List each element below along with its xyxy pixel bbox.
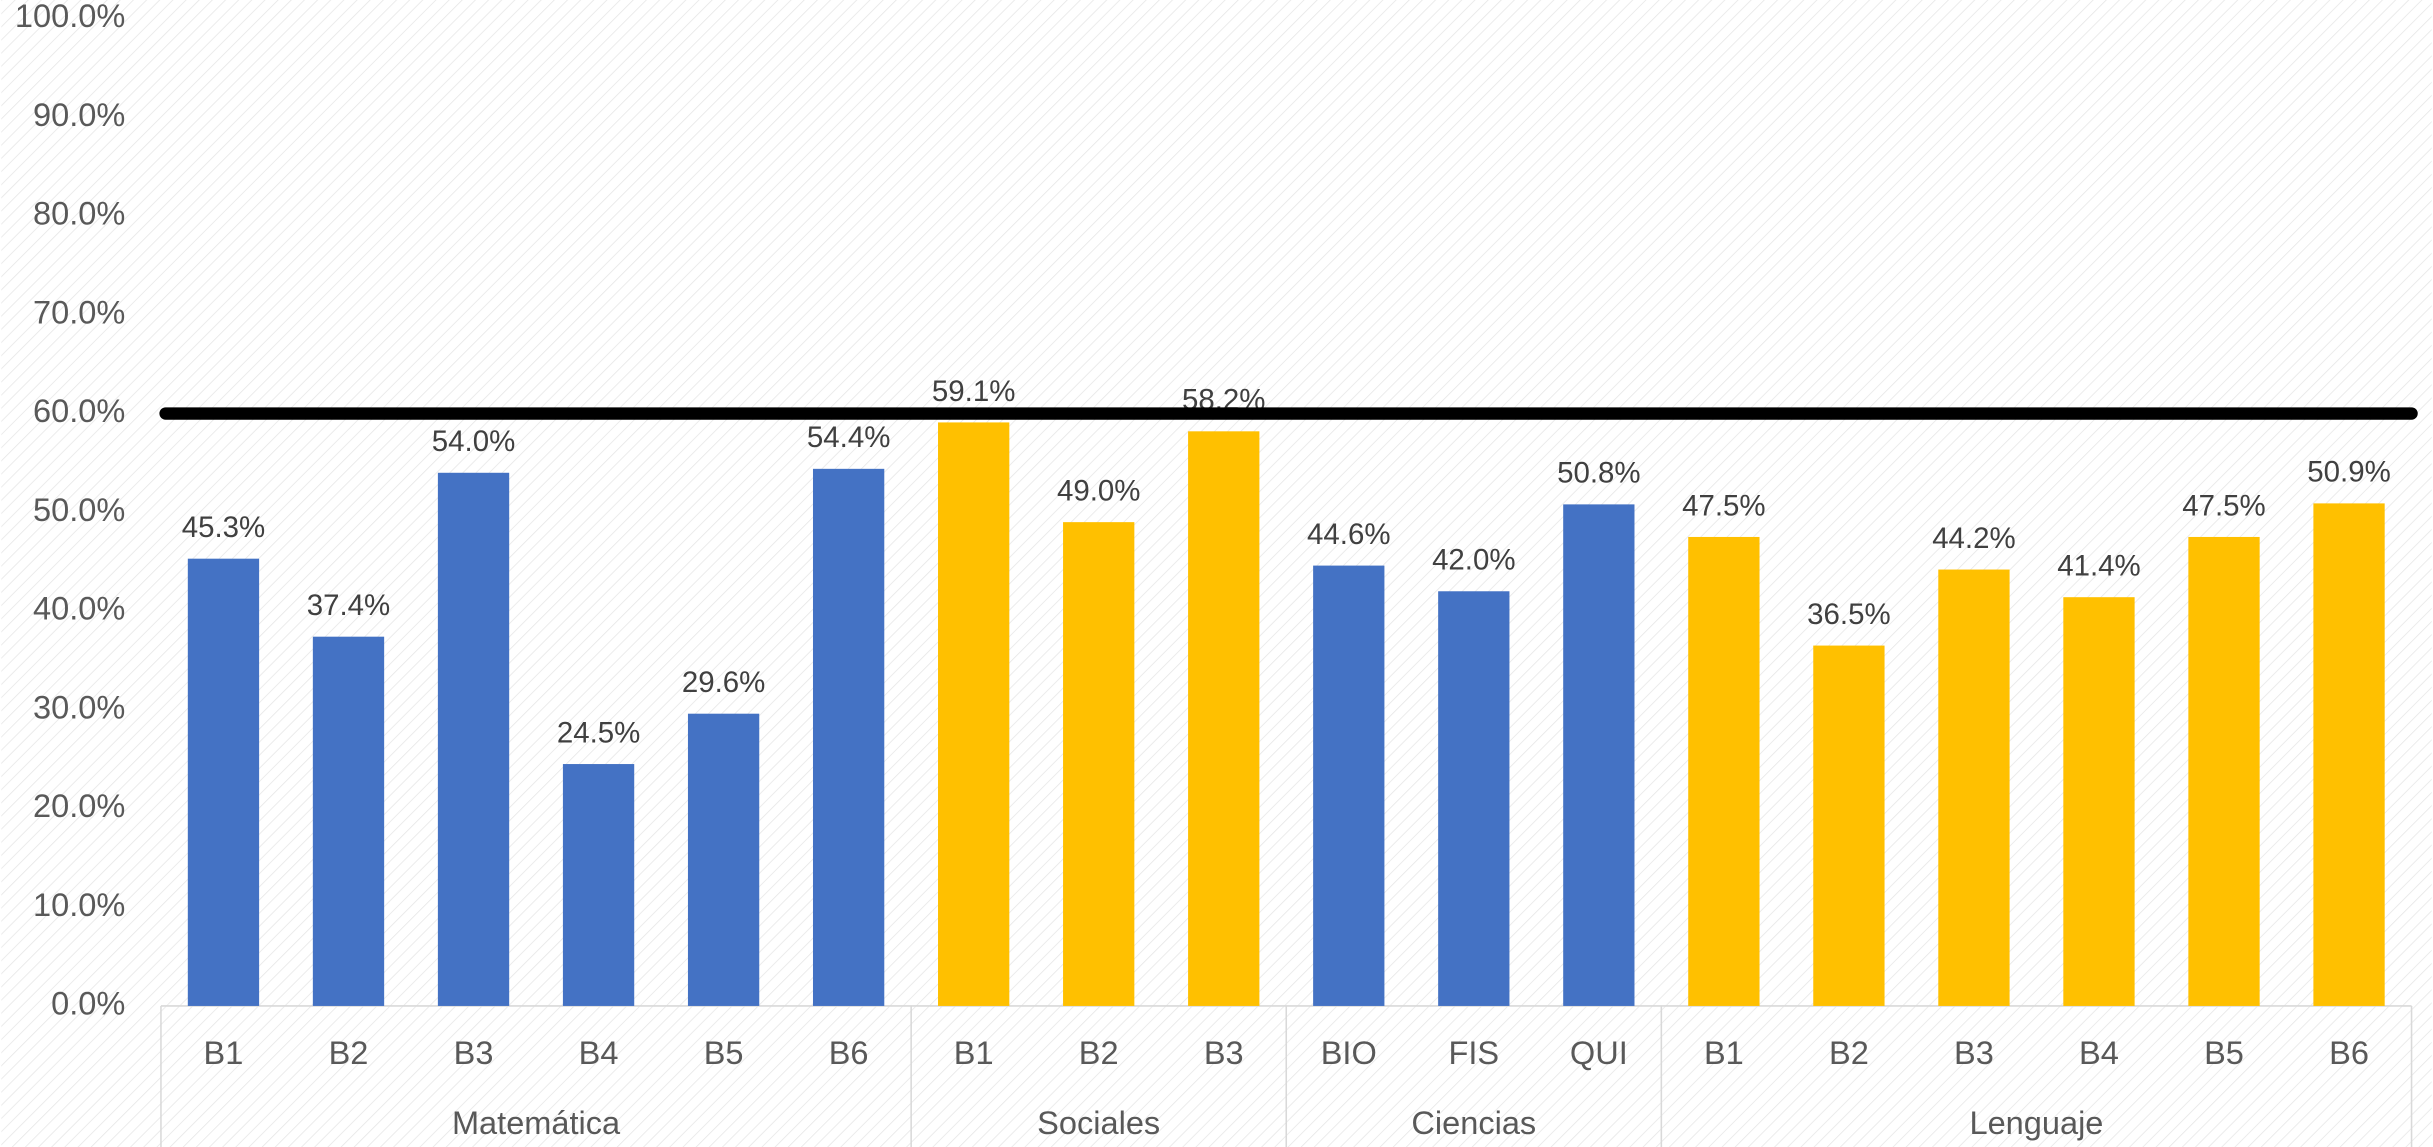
data-label: 44.6% (1307, 518, 1390, 551)
x-tick-label: B5 (2204, 1035, 2244, 1071)
bar (1188, 431, 1260, 1006)
data-label: 29.6% (682, 666, 765, 699)
group-label: Lenguaje (1969, 1105, 2103, 1141)
data-label: 54.0% (432, 425, 515, 458)
bar (1938, 569, 2010, 1006)
bar (938, 422, 1010, 1006)
bar (437, 472, 510, 1006)
data-label: 47.5% (1682, 489, 1765, 522)
group-label: Ciencias (1411, 1105, 1536, 1141)
x-tick-label: BIO (1321, 1035, 1377, 1071)
y-tick-label: 90.0% (33, 97, 125, 133)
x-tick-label: B2 (1829, 1035, 1869, 1071)
bar (1438, 591, 1510, 1006)
data-label: 37.4% (307, 589, 390, 622)
data-label: 24.5% (557, 716, 640, 749)
data-label: 42.0% (1432, 544, 1515, 577)
x-tick-label: B1 (1704, 1035, 1744, 1071)
x-tick-label: B3 (1204, 1035, 1244, 1071)
data-label: 36.5% (1807, 598, 1890, 631)
x-tick-label: B2 (1079, 1035, 1119, 1071)
bar (312, 636, 385, 1006)
bar (1813, 645, 1885, 1006)
data-label: 54.4% (807, 421, 890, 454)
x-tick-label: B6 (2329, 1035, 2369, 1071)
x-tick-label: B6 (829, 1035, 869, 1071)
bar (812, 468, 885, 1006)
data-label: 50.9% (2307, 456, 2390, 489)
y-tick-label: 20.0% (33, 788, 125, 824)
data-label: 41.4% (2057, 550, 2140, 583)
bar (1313, 565, 1385, 1006)
x-tick-label: B1 (204, 1035, 244, 1071)
x-tick-label: B3 (454, 1035, 494, 1071)
x-tick-label: QUI (1570, 1035, 1628, 1071)
bar (2313, 503, 2385, 1006)
x-tick-label: FIS (1448, 1035, 1499, 1071)
x-tick-label: B5 (704, 1035, 744, 1071)
y-tick-label: 80.0% (33, 196, 125, 232)
data-label: 50.8% (1557, 457, 1640, 490)
y-tick-label: 0.0% (51, 986, 125, 1022)
data-label: 44.2% (1932, 522, 2015, 555)
y-tick-label: 10.0% (33, 887, 125, 923)
bar (2188, 536, 2260, 1006)
x-tick-label: B2 (329, 1035, 369, 1071)
bar (687, 713, 760, 1006)
x-tick-label: B3 (1954, 1035, 1994, 1071)
bar (2063, 597, 2135, 1006)
bar (1063, 522, 1135, 1006)
x-tick-label: B4 (2079, 1035, 2119, 1071)
group-label: Sociales (1037, 1105, 1160, 1141)
group-label: Matemática (452, 1105, 621, 1141)
y-tick-label: 50.0% (33, 492, 125, 528)
y-tick-label: 60.0% (33, 393, 125, 429)
data-label: 49.0% (1057, 474, 1140, 507)
bar (187, 558, 260, 1006)
y-tick-label: 40.0% (33, 591, 125, 627)
y-tick-label: 70.0% (33, 294, 125, 330)
x-tick-label: B1 (954, 1035, 994, 1071)
bar (1563, 504, 1635, 1006)
x-tick-label: B4 (579, 1035, 619, 1071)
bar (1688, 536, 1760, 1006)
bar (562, 764, 635, 1006)
y-tick-label: 100.0% (15, 0, 125, 34)
data-label: 59.1% (932, 375, 1015, 408)
y-tick-label: 30.0% (33, 689, 125, 725)
data-label: 47.5% (2182, 489, 2265, 522)
data-label: 45.3% (182, 511, 265, 544)
